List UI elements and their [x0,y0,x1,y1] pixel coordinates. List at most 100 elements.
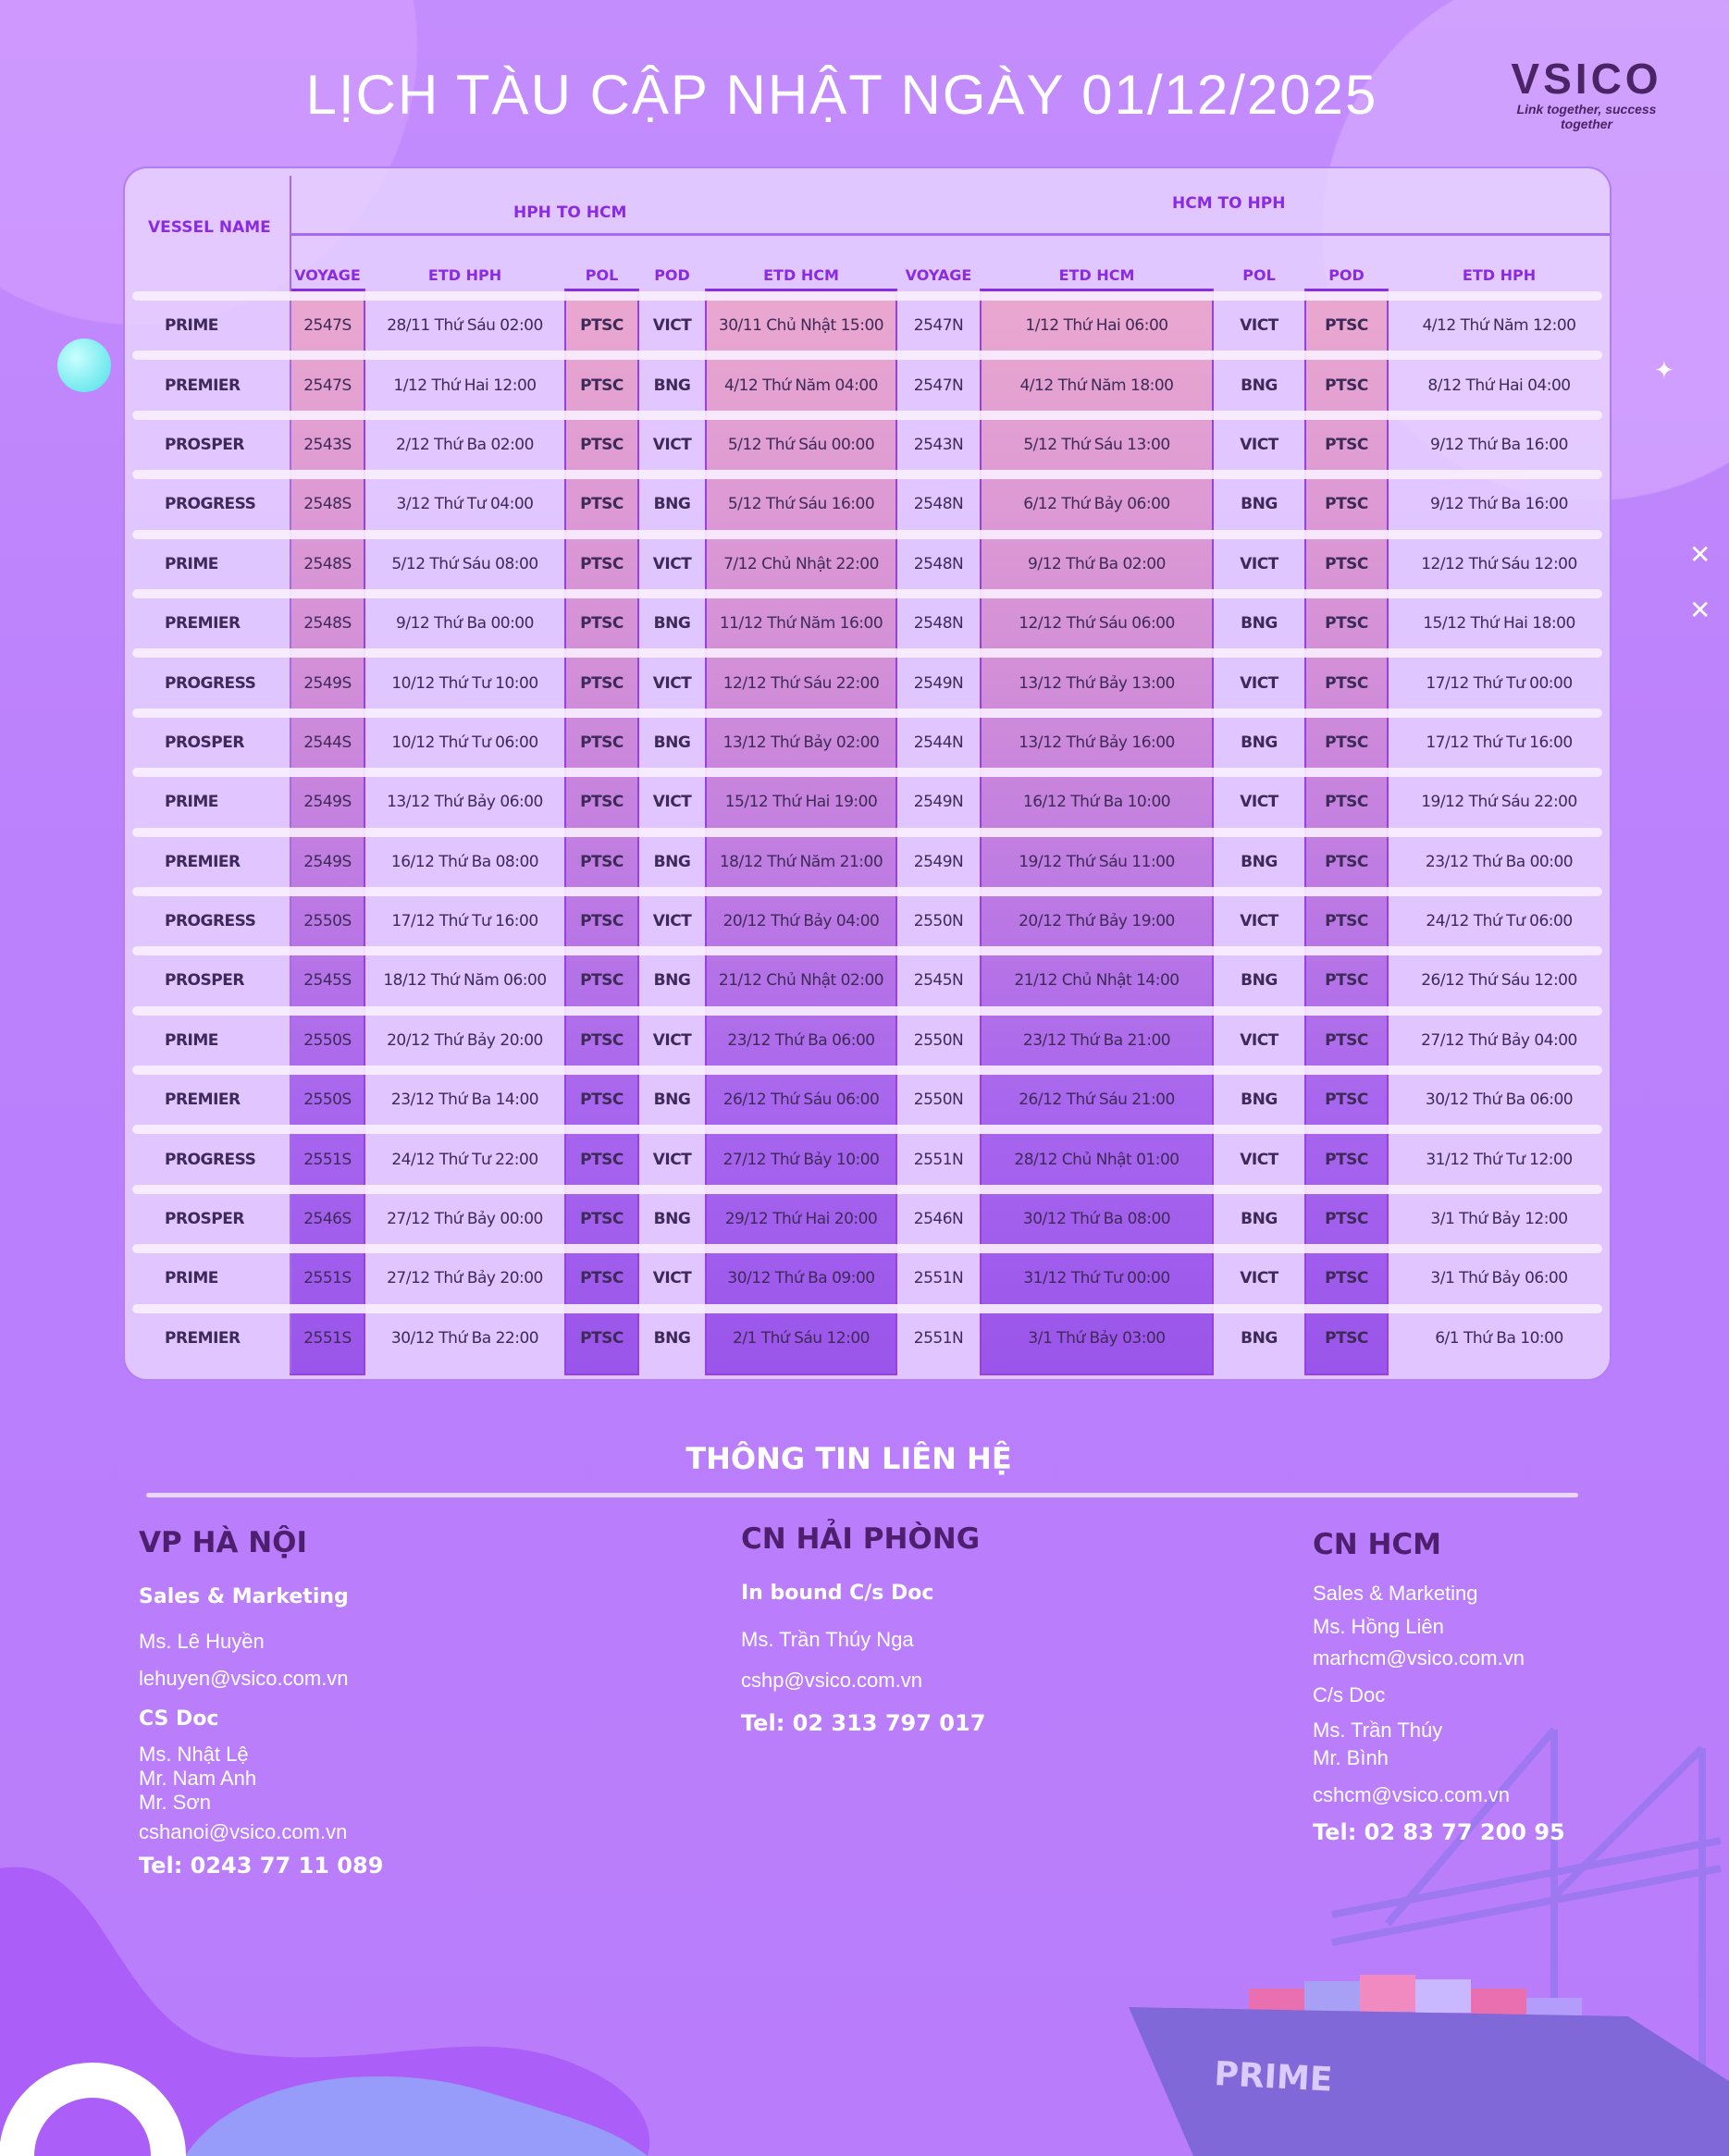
cell-pol-return: BNG [1241,495,1278,514]
cell-pol: PTSC [580,376,624,395]
cell-voyage-n: 2549N [913,673,964,693]
contact-email[interactable]: cshanoi@vsico.com.vn [139,1820,348,1843]
row-separator [132,768,1602,778]
contact-hcm: CN HCM Sales & Marketing Ms. Hồng Liên m… [1313,1528,1565,1844]
row-separator [132,529,1602,539]
cell-pod-return: PTSC [1325,1150,1368,1169]
contact-name: Ms. Trần Thúy Nga [741,1628,914,1651]
col-header: VOYAGE [294,265,361,284]
phone: Tel: 02 313 797 017 [741,1710,986,1736]
cell-etd-hcm-return: 31/12 Thứ Tư 00:00 [1023,1269,1170,1288]
contact-email[interactable]: marhcm@vsico.com.vn [1313,1646,1525,1669]
cell-etd-hcm: 27/12 Thứ Bảy 10:00 [722,1150,880,1169]
office-heading: CN HẢI PHÒNG [741,1522,981,1556]
cell-pol-return: VICT [1240,793,1278,812]
cell-pol-return: BNG [1241,971,1278,991]
table-row: PRIME 2550S 20/12 Thứ Bảy 20:00 PTSC VICT 23/… [125,1005,1610,1070]
cell-etd-hph-return: 3/1 Thứ Bảy 06:00 [1430,1269,1568,1288]
vessel-name-header: VESSEL NAME [148,218,271,237]
group-header-hph-hcm: HPH TO HCM [513,203,627,222]
contact-name: Mr. Nam Anh [139,1767,257,1790]
cell-etd-hph: 10/12 Thứ Tư 06:00 [391,733,538,752]
col-header: POL [585,265,619,284]
cell-pol: PTSC [580,1269,624,1288]
row-separator [132,886,1602,896]
col-header: ETD HCM [763,265,839,284]
cell-pol-return: VICT [1240,316,1278,336]
cell-etd-hph: 24/12 Thứ Tư 22:00 [391,1150,538,1169]
logo-mark: VSICO [1511,55,1662,103]
cell-voyage-s: 2549S [303,793,352,812]
cell-etd-hcm: 4/12 Thứ Năm 04:00 [723,376,879,395]
row-separator [132,1303,1602,1313]
cell-voyage-s: 2548S [303,495,352,514]
cell-voyage-n: 2551N [913,1269,964,1288]
cell-voyage-n: 2551N [913,1150,964,1169]
cell-pod: VICT [652,673,692,693]
cell-pod: VICT [652,554,692,573]
cell-etd-hph: 5/12 Thứ Sáu 08:00 [391,554,538,573]
table-body: PRIME 2547S 28/11 Thứ Sáu 02:00 PTSC VICT 30/… [125,291,1610,1368]
cell-voyage-s: 2546S [303,1210,352,1229]
cell-pol: PTSC [580,852,624,871]
cell-etd-hcm-return: 30/12 Thứ Ba 08:00 [1022,1210,1171,1229]
cell-pod: BNG [653,971,691,991]
col-header: POD [654,265,690,284]
cell-pod-return: PTSC [1325,793,1368,812]
col-header: ETD HPH [1462,265,1537,284]
cell-pod: VICT [652,793,692,812]
contact-email[interactable]: lehuyen@vsico.com.vn [139,1667,349,1690]
dept-label: In bound C/s Doc [741,1582,934,1605]
cell-voyage-s: 2547S [303,376,352,395]
row-separator [132,648,1602,659]
cell-vessel-name: PRIME [165,554,218,573]
cell-etd-hph: 27/12 Thứ Bảy 20:00 [387,1269,543,1288]
cell-vessel-name: PREMIER [165,614,241,634]
cell-pod-return: PTSC [1325,673,1368,693]
cell-etd-hph: 9/12 Thứ Ba 00:00 [396,614,534,634]
cell-pod: BNG [653,852,691,871]
cell-etd-hph: 16/12 Thứ Ba 08:00 [390,852,539,871]
cell-etd-hcm: 13/12 Thứ Bảy 02:00 [722,733,880,752]
cell-pol: PTSC [580,1210,624,1229]
cell-voyage-n: 2543N [913,435,964,454]
table-row: PROSPER 2546S 27/12 Thứ Bảy 00:00 PTSC BNG 29… [125,1184,1610,1249]
cell-voyage-s: 2549S [303,673,352,693]
cell-pod: VICT [652,1269,692,1288]
cell-etd-hcm: 7/12 Chủ Nhật 22:00 [723,554,879,573]
contact-email[interactable]: cshcm@vsico.com.vn [1313,1783,1511,1806]
contact-name: Mr. Bình [1313,1746,1389,1769]
cell-pol: PTSC [580,1090,624,1110]
cell-pod: BNG [653,614,691,634]
cell-vessel-name: PROSPER [165,733,244,752]
cell-vessel-name: PROGRESS [165,673,256,693]
cell-pod: VICT [652,435,692,454]
contact-name: Ms. Trần Thúy [1313,1719,1443,1742]
cell-vessel-name: PREMIER [165,1090,241,1110]
cell-pod-return: PTSC [1325,852,1368,871]
cell-vessel-name: PROGRESS [165,912,256,931]
cell-etd-hph-return: 6/1 Thứ Ba 10:00 [1435,1328,1563,1348]
cell-etd-hph-return: 12/12 Thứ Sáu 12:00 [1421,554,1577,573]
table-row: PRIME 2551S 27/12 Thứ Bảy 20:00 PTSC VICT 30/… [125,1244,1610,1308]
cell-pod-return: PTSC [1325,1269,1368,1288]
cell-vessel-name: PREMIER [165,376,241,395]
cell-voyage-s: 2545S [303,971,352,991]
table-row: PREMIER 2548S 9/12 Thứ Ba 00:00 PTSC BNG 11/1… [125,588,1610,653]
dept-label: C/s Doc [1313,1683,1386,1706]
contact-email[interactable]: cshp@vsico.com.vn [741,1669,922,1692]
contact-name: Ms. Lê Huyền [139,1630,265,1653]
cell-voyage-s: 2550S [303,912,352,931]
cell-etd-hph: 3/12 Thứ Tư 04:00 [396,495,534,514]
cell-voyage-s: 2551S [303,1150,352,1169]
ship-illustration: PRIME [1129,1727,1729,2156]
cell-voyage-n: 2550N [913,1090,964,1110]
cell-etd-hph-return: 17/12 Thứ Tư 16:00 [1426,733,1573,752]
row-separator [132,1066,1602,1076]
cell-voyage-n: 2547N [913,376,964,395]
contact-title: THÔNG TIN LIÊN HỆ [685,1441,1012,1476]
cell-etd-hph: 28/11 Thứ Sáu 02:00 [387,316,543,336]
vsico-logo: VSICO Link together, success together [1489,57,1684,131]
col-header: VOYAGE [905,265,972,284]
cell-etd-hph: 30/12 Thứ Ba 22:00 [390,1328,539,1348]
